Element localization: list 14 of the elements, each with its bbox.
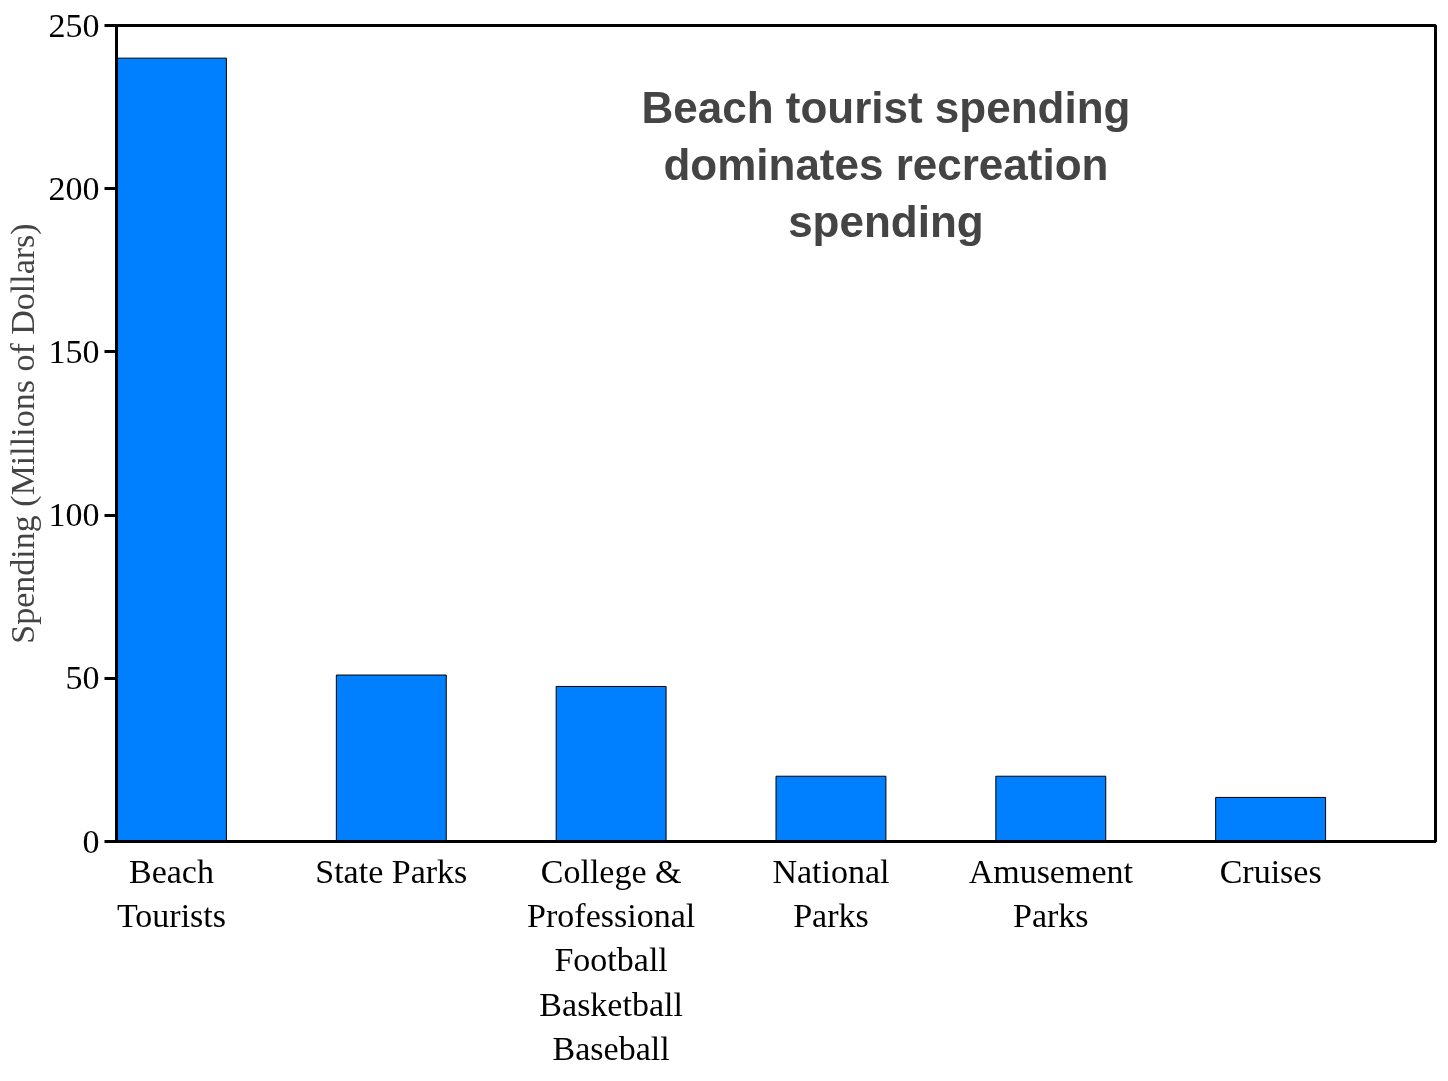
x-tick-label: State Parks xyxy=(315,852,468,890)
y-tick-label: 100 xyxy=(48,496,100,534)
y-tick-label: 250 xyxy=(48,6,100,44)
y-tick-label: 150 xyxy=(48,332,100,370)
y-tick-label: 0 xyxy=(82,822,100,860)
x-tick-label: Beach Tourists xyxy=(116,852,226,934)
x-tick-label: Amusement Parks xyxy=(968,852,1134,934)
y-tick-label: 50 xyxy=(65,659,100,697)
y-tick-label: 200 xyxy=(48,169,100,207)
y-axis-title: Spending (Millions of Dollars) xyxy=(3,223,42,644)
x-tick-label: College & Professional Football Basketball Baseball xyxy=(527,852,696,1068)
x-tick-label: Cruises xyxy=(1219,852,1322,890)
text: Beach tourist spending dominates recreation spending xyxy=(641,82,1131,246)
x-tick-label: National Parks xyxy=(772,852,890,934)
